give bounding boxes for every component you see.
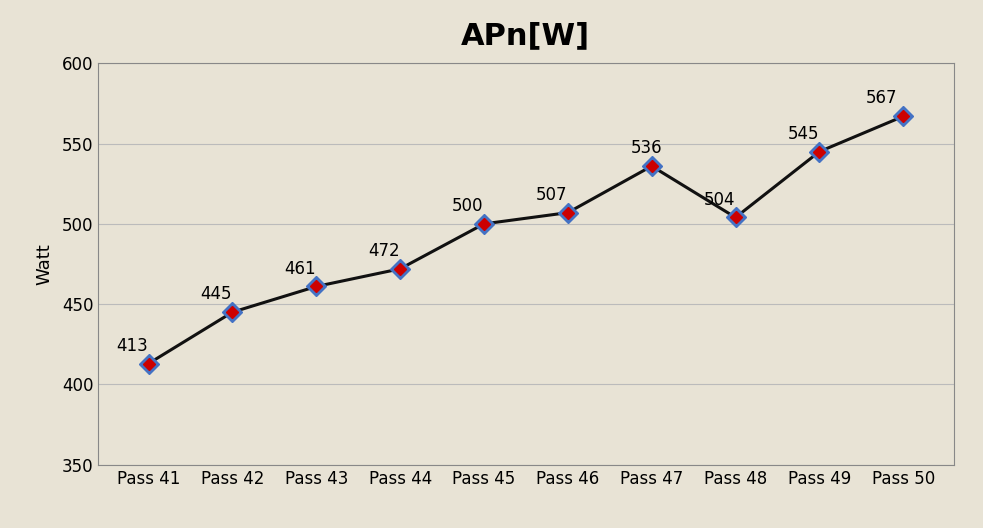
Title: APn[W]: APn[W] (461, 21, 591, 50)
Text: 461: 461 (284, 260, 317, 278)
Text: 504: 504 (704, 191, 735, 209)
Y-axis label: Watt: Watt (35, 243, 53, 285)
Text: 567: 567 (865, 89, 896, 108)
Text: 413: 413 (117, 337, 148, 355)
Text: 472: 472 (369, 242, 400, 260)
Text: 507: 507 (536, 186, 567, 204)
Text: 445: 445 (201, 285, 232, 303)
Text: 545: 545 (787, 125, 819, 143)
Text: 500: 500 (452, 197, 484, 215)
Text: 536: 536 (631, 139, 663, 157)
